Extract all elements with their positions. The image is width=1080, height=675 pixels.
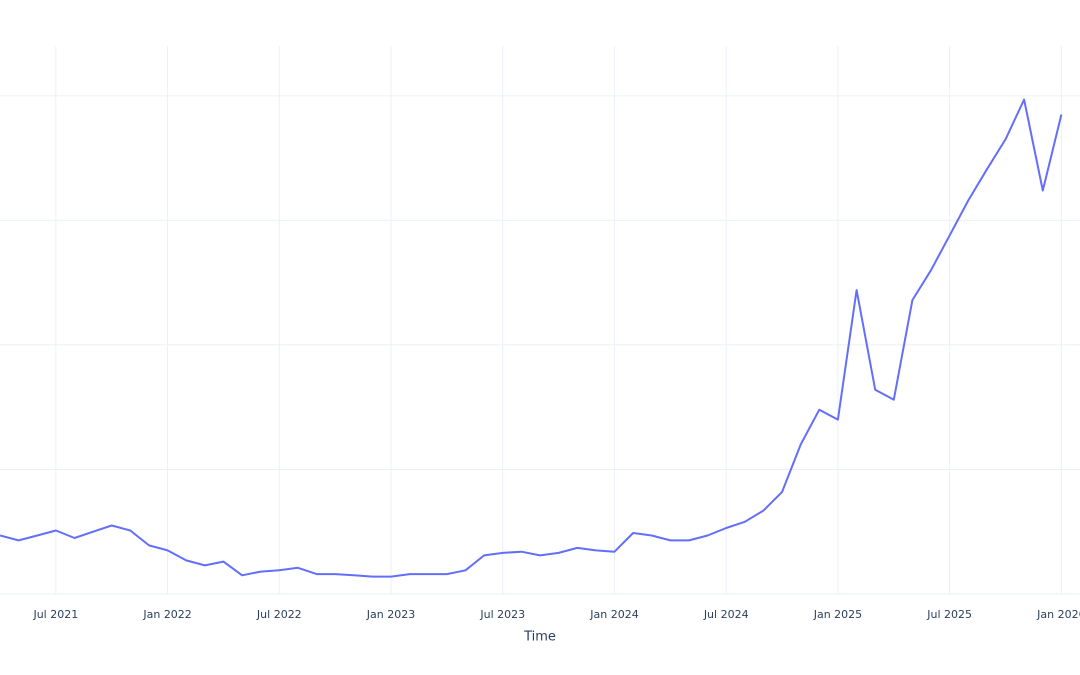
x-tick-label: Jan 2024 [589,608,638,621]
x-tick-label: Jul 2022 [256,608,302,621]
x-tick-label: Jan 2022 [142,608,191,621]
line-series [0,98,1063,578]
x-tick-label: Jan 2026 [1036,608,1080,621]
x-tick-label: Jul 2025 [926,608,972,621]
x-tick-label: Jul 2024 [703,608,749,621]
x-tick-label: Jul 2021 [32,608,78,621]
x-axis-title: Time [523,630,556,645]
x-tick-label: Jul 2023 [479,608,525,621]
x-tick-label: Jan 2025 [813,608,862,621]
x-tick-label: Jan 2023 [366,608,415,621]
